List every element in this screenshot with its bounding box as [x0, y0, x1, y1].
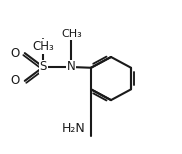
Text: S: S	[39, 61, 47, 73]
Text: O: O	[11, 74, 20, 87]
Text: CH₃: CH₃	[32, 40, 54, 53]
Text: O: O	[11, 47, 20, 60]
Text: N: N	[67, 61, 75, 73]
Text: H₂N: H₂N	[62, 122, 86, 135]
Text: CH₃: CH₃	[61, 29, 82, 39]
